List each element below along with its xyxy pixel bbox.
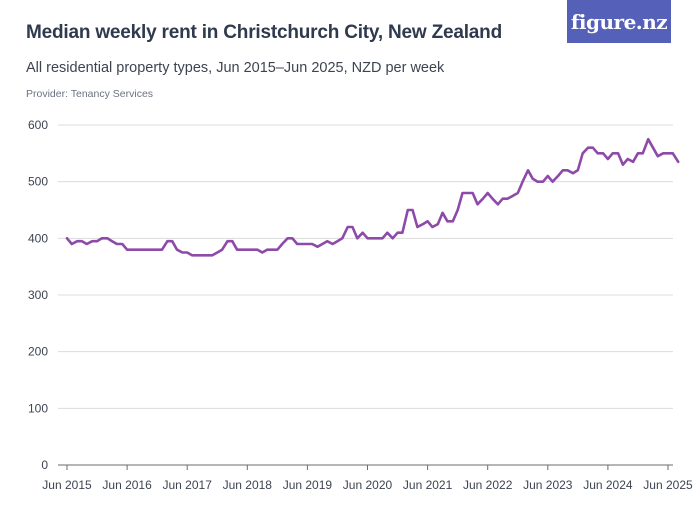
y-tick-label: 400	[28, 231, 48, 245]
x-axis-labels: Jun 2015 Jun 2016 Jun 2017 Jun 2018 Jun 2019…	[42, 478, 693, 492]
chart-subtitle: All residential property types, Jun 2015…	[26, 60, 445, 76]
x-tick-label: Jun 2024	[583, 478, 633, 492]
y-tick-label: 500	[28, 175, 48, 189]
x-tick-label: Jun 2018	[223, 478, 273, 492]
x-tick-label: Jun 2020	[343, 478, 393, 492]
x-tick-label: Jun 2023	[523, 478, 573, 492]
y-tick-label: 200	[28, 345, 48, 359]
x-tick-label: Jun 2016	[102, 478, 152, 492]
y-tick-label: 600	[28, 118, 48, 132]
grid-lines	[58, 124, 673, 409]
x-tick-label: Jun 2015	[42, 478, 92, 492]
x-tick-label: Jun 2025	[643, 478, 693, 492]
y-tick-label: 300	[28, 288, 48, 302]
y-tick-label: 0	[41, 458, 48, 472]
data-provider: Provider: Tenancy Services	[26, 88, 154, 100]
x-tick-label: Jun 2021	[403, 478, 453, 492]
y-tick-label: 100	[28, 401, 48, 415]
figure-nz-logo[interactable]: figure.nz	[567, 0, 671, 43]
x-axis	[58, 464, 673, 470]
x-tick-label: Jun 2017	[163, 478, 213, 492]
series-layer	[65, 137, 680, 257]
y-axis-labels: 0 100 200 300 400 500 600	[28, 118, 48, 472]
x-tick-label: Jun 2022	[463, 478, 513, 492]
chart-title: Median weekly rent in Christchurch City,…	[26, 22, 502, 43]
x-tick-label: Jun 2019	[283, 478, 333, 492]
series-line-median-rent	[65, 137, 680, 257]
